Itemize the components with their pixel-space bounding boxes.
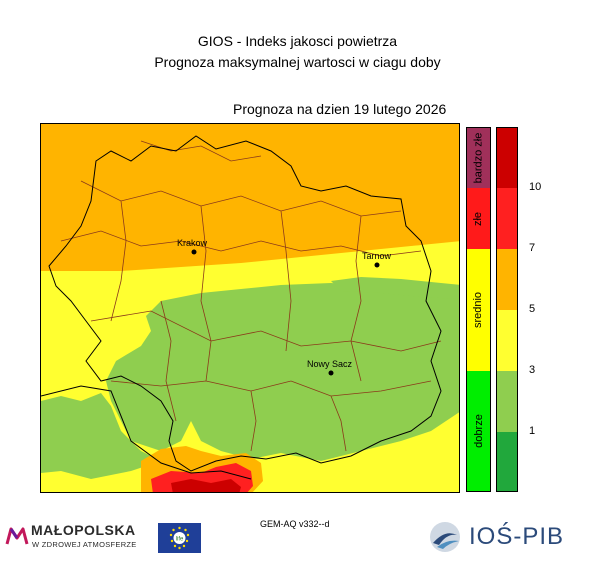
malopolska-tagline: W ZDROWEJ ATMOSFERZE [32, 540, 137, 549]
legend-cat-srednio: srednio [467, 249, 490, 371]
zone-green-main [106, 283, 459, 461]
map-subtitle: Prognoza maksymalnej wartosci w ciagu do… [154, 54, 441, 70]
legend-tick: 10 [529, 181, 542, 193]
legend-val-5 [497, 371, 517, 432]
forecast-date: Prognoza na dzien 19 lutego 2026 [233, 101, 447, 117]
svg-text:life: life [176, 537, 184, 543]
legend-tick: 5 [529, 303, 536, 315]
legend-val-3 [497, 249, 517, 310]
iospib-name: IOŚ-PIB [469, 523, 565, 550]
legend-tick: 1 [529, 425, 536, 437]
legend-cat-dobrze: dobrze [467, 371, 490, 491]
district-boundaries [60, 140, 442, 452]
map-title: GIOS - Indeks jakosci powietrza [197, 33, 398, 49]
legend-tick: 3 [529, 364, 536, 376]
svg-text:Krakow: Krakow [177, 238, 208, 248]
legend-val-4 [497, 310, 517, 371]
zone-orange-lower [41, 231, 459, 271]
malopolska-logo: MAŁOPOLSKA W ZDROWEJ ATMOSFERZE [5, 522, 155, 558]
iospib-logo: IOŚ-PIB [427, 517, 567, 557]
legend-cat-zle: złe [467, 188, 490, 249]
legend-cat-bardzo-zle: bardzo złe [467, 128, 490, 188]
region-border [41, 135, 442, 480]
legend-val-1 [497, 128, 517, 188]
city-tarnow: Tarnow [362, 251, 392, 268]
svg-text:Tarnow: Tarnow [362, 251, 392, 261]
malopolska-name: MAŁOPOLSKA [31, 522, 136, 538]
city-nowy-sacz: Nowy Sacz [307, 359, 353, 376]
category-legend: bardzo złe złe srednio dobrze [466, 127, 491, 492]
legend-val-6 [497, 432, 517, 491]
iospib-globe-icon [430, 522, 460, 552]
svg-text:Nowy Sacz: Nowy Sacz [307, 359, 353, 369]
zone-darkred-south [171, 479, 241, 492]
malopolska-m-icon [5, 527, 29, 545]
value-legend [496, 127, 518, 492]
eu-life-flag: life [158, 523, 201, 553]
city-krakow: Krakow [177, 238, 208, 255]
forecast-map: Krakow Tarnow Nowy Sacz [40, 123, 460, 493]
legend-tick: 7 [529, 242, 536, 254]
zone-green-west [41, 393, 161, 479]
legend-val-2 [497, 188, 517, 249]
model-version: GEM-AQ v332--d [260, 519, 330, 529]
